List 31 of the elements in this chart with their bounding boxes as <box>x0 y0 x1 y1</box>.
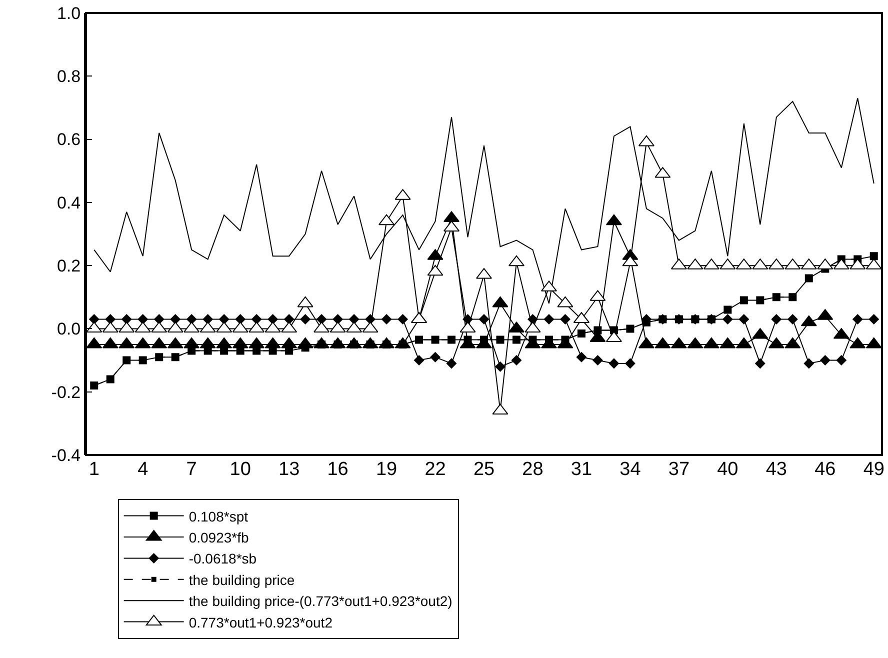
x-tick-label: 34 <box>620 459 642 480</box>
x-tick-label: 19 <box>376 459 398 480</box>
legend-label: 0.108*spt <box>188 508 248 524</box>
y-tick-label: 0.6 <box>56 130 81 150</box>
x-tick-label: 25 <box>473 459 495 480</box>
x-tick-label: 7 <box>186 459 197 480</box>
y-tick-label: 1.0 <box>56 4 81 23</box>
legend-label: 0.773*out1+0.923*out2 <box>188 614 333 630</box>
y-tick-label: 0.0 <box>56 320 81 339</box>
legend-label: the building price <box>188 572 295 588</box>
y-tick-label: 0.4 <box>56 193 81 212</box>
x-tick-label: 1 <box>88 459 100 480</box>
x-tick-label: 28 <box>522 459 544 480</box>
legend-label: 0.0923*fb <box>188 529 249 546</box>
x-tick-label: 22 <box>424 459 446 480</box>
x-tick-label: 40 <box>717 459 738 480</box>
y-tick-label: 0.8 <box>56 67 81 86</box>
y-tick-label: -0.4 <box>51 446 81 465</box>
legend-label: the building price-(0.773*out1+0.923*out2) <box>188 593 452 610</box>
y-tick-label: 0.2 <box>56 256 81 276</box>
x-tick-label: 37 <box>668 459 690 480</box>
x-tick-label: 49 <box>863 459 884 480</box>
y-tick-label: -0.2 <box>51 382 81 402</box>
legend-label: -0.0618*sb <box>188 550 257 567</box>
x-tick-label: 13 <box>278 459 300 480</box>
x-tick-label: 43 <box>766 459 787 480</box>
x-tick-label: 4 <box>138 459 149 480</box>
x-tick-label: 16 <box>327 459 348 480</box>
x-tick-label: 31 <box>570 459 592 480</box>
x-tick-label: 46 <box>814 459 836 480</box>
x-tick-label: 10 <box>230 459 251 480</box>
